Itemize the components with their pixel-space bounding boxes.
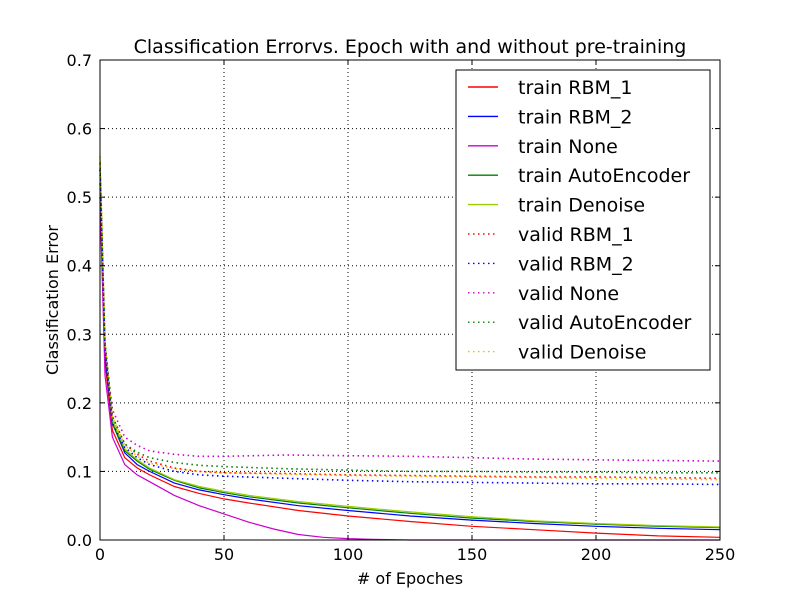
series-line-train-autoencoder bbox=[99, 162, 721, 529]
x-tick-label: 50 bbox=[214, 545, 234, 564]
legend-label-train-denoise: train Denoise bbox=[518, 195, 645, 217]
series-line-valid-rbm-1 bbox=[99, 183, 721, 480]
x-tick-label: 200 bbox=[581, 545, 612, 564]
legend-label-valid-denoise: valid Denoise bbox=[518, 342, 646, 364]
plot-frame bbox=[99, 59, 721, 541]
y-tick-label: 0.0 bbox=[67, 531, 92, 550]
axis-tick-labels: 0 50 100 150 200 250 0.0 0.1 0.2 0.3 0.4 0.5 0.6 0.7 bbox=[67, 51, 736, 564]
x-tick-label: 150 bbox=[457, 545, 488, 564]
x-tick-label: 100 bbox=[333, 545, 364, 564]
chart-title: Classification Errorvs. Epoch with and w… bbox=[134, 36, 687, 58]
legend-label-train-autoencoder: train AutoEncoder bbox=[518, 165, 690, 187]
legend-label-valid-rbm-2: valid RBM_2 bbox=[518, 253, 634, 275]
x-tick-label: 250 bbox=[705, 545, 736, 564]
y-tick-label: 0.1 bbox=[67, 462, 92, 481]
y-axis-label: Classification Error bbox=[43, 225, 62, 375]
legend-box bbox=[455, 69, 711, 371]
series-line-train-denoise bbox=[99, 155, 721, 528]
y-tick-label: 0.2 bbox=[67, 394, 92, 413]
y-tick-label: 0.5 bbox=[67, 188, 92, 207]
legend-label-train-rbm-1: train RBM_1 bbox=[518, 77, 632, 99]
axis-ticks bbox=[99, 59, 721, 541]
legend-label-valid-rbm-1: valid RBM_1 bbox=[518, 224, 634, 246]
series-line-train-rbm-1 bbox=[99, 183, 721, 538]
y-tick-label: 0.4 bbox=[67, 257, 92, 276]
x-tick-label: 0 bbox=[95, 545, 105, 564]
legend-label-train-rbm-2: train RBM_2 bbox=[518, 106, 632, 128]
y-tick-label: 0.7 bbox=[67, 51, 92, 70]
series-line-valid-none bbox=[99, 197, 721, 462]
legend-label-valid-autoencoder: valid AutoEncoder bbox=[518, 312, 692, 334]
series-line-train-rbm-2 bbox=[99, 169, 721, 531]
legend-label-valid-none: valid None bbox=[518, 283, 619, 305]
legend-label-train-none: train None bbox=[518, 136, 618, 158]
y-tick-label: 0.3 bbox=[67, 325, 92, 344]
x-axis-label: # of Epoches bbox=[357, 569, 463, 588]
y-tick-label: 0.6 bbox=[67, 120, 92, 139]
